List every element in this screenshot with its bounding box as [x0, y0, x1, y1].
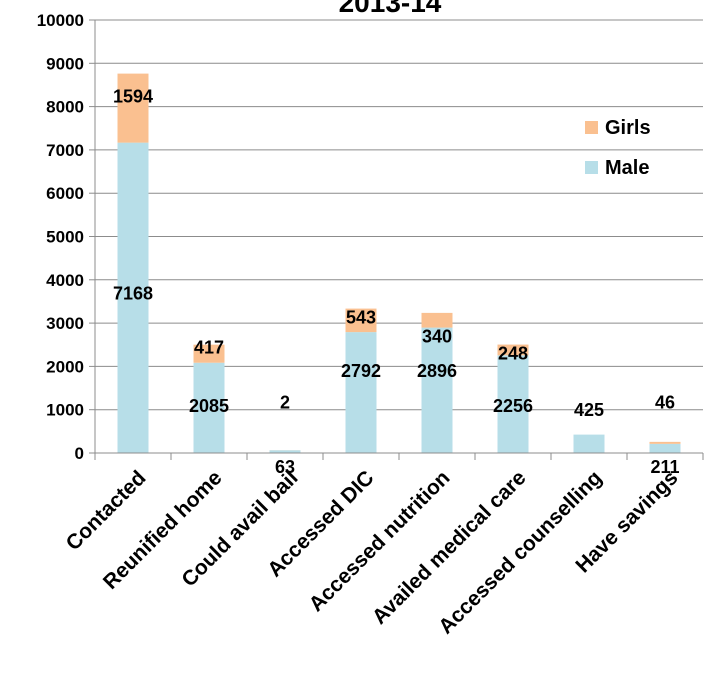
gridlines: [95, 19, 703, 411]
data-label-male: 63: [275, 457, 295, 477]
bar-male: [345, 332, 377, 453]
data-label-male: 2792: [341, 361, 381, 381]
data-label-male: 7168: [113, 283, 153, 303]
data-label-male: 2896: [417, 361, 457, 381]
bar-girls: [421, 312, 453, 328]
x-category-label: Availed medical care: [368, 466, 531, 629]
bar-male: [421, 327, 453, 453]
legend-label: Girls: [605, 117, 651, 139]
data-label-male: 2085: [189, 396, 229, 416]
legend: Girls Male: [585, 117, 651, 179]
data-label-male: 2256: [493, 396, 533, 416]
bar-male: [269, 450, 301, 453]
bar-girls: [193, 344, 225, 363]
y-tick-label: 10000: [37, 11, 84, 30]
bar-male: [497, 355, 529, 453]
y-tick-label: 8000: [46, 98, 84, 117]
data-label-girls: 46: [655, 393, 675, 413]
data-label-girls: 340: [422, 326, 452, 346]
y-tick-label: 2000: [46, 357, 84, 376]
bar-girls: [497, 344, 529, 356]
y-tick-label: 9000: [46, 54, 84, 73]
bar-male: [573, 434, 605, 453]
data-label-girls: 248: [498, 344, 528, 364]
chart-title: 2013-14: [339, 0, 442, 18]
y-axis: 0 1000 2000 3000 4000 5000 6000 7000 8000 9000 100…: [37, 11, 96, 463]
bar-girls: [649, 441, 681, 444]
legend-label: Male: [605, 157, 649, 179]
legend-swatch: [585, 121, 598, 134]
y-tick-label: 1000: [46, 401, 84, 420]
data-label-male: 425: [574, 400, 604, 420]
y-tick-label: 6000: [46, 184, 84, 203]
bar-girls: [117, 73, 149, 143]
y-tick-label: 5000: [46, 228, 84, 247]
y-tick-label: 7000: [46, 141, 84, 160]
y-tick-label: 0: [75, 444, 84, 463]
bars-group: [117, 73, 681, 453]
bar-girls: [345, 308, 377, 333]
y-tick-label: 3000: [46, 314, 84, 333]
data-label-girls: 1594: [113, 86, 153, 106]
data-label-male: 211: [650, 457, 679, 477]
y-tick-label: 4000: [46, 271, 84, 290]
data-labels: 7168 1594 2085 417 63 2 2792 543 2896 340 2256 248 4…: [113, 86, 680, 477]
bar-male: [193, 362, 225, 453]
x-category-label: Accessed nutrition: [305, 466, 455, 616]
data-label-girls: 417: [194, 337, 224, 357]
bar-male: [117, 142, 149, 453]
data-label-girls: 2: [280, 393, 290, 413]
data-label-girls: 543: [346, 308, 376, 328]
bar-male: [649, 443, 681, 453]
legend-swatch: [585, 161, 598, 174]
